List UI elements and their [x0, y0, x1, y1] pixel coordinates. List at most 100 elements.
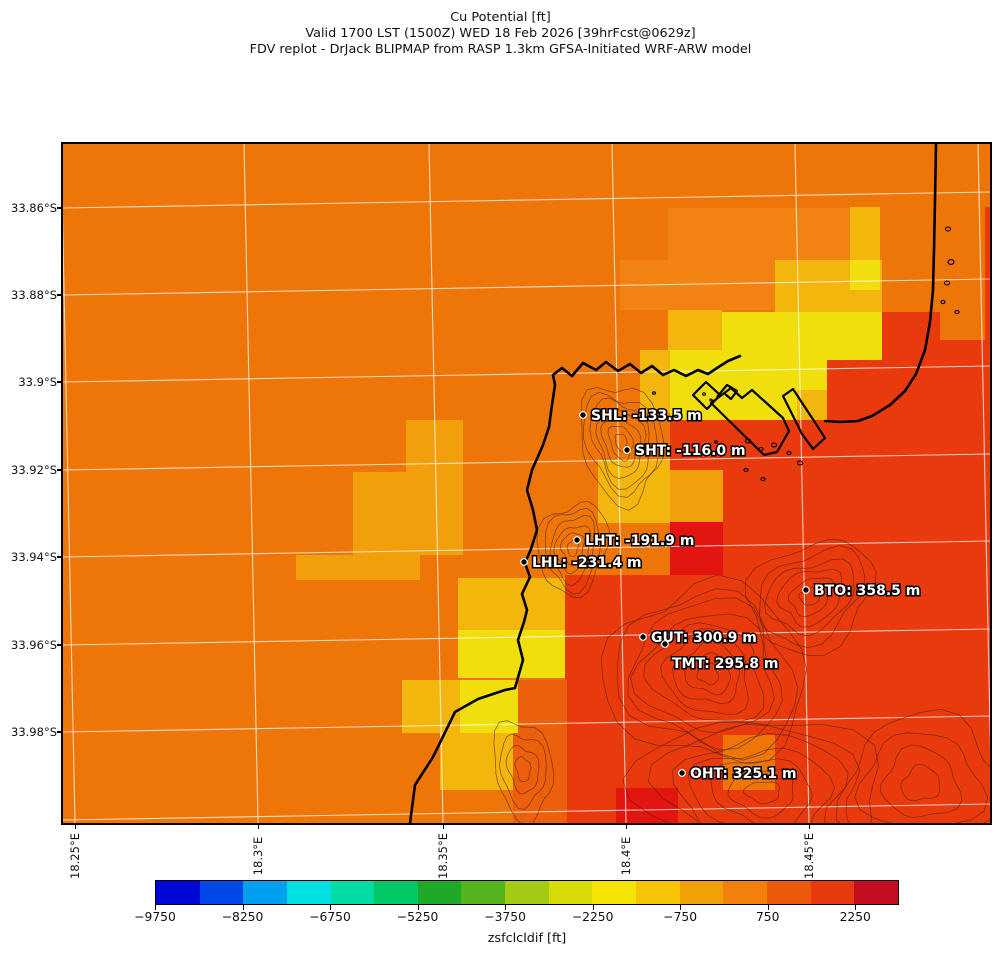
colorbar-segment	[330, 881, 375, 904]
islet-icon	[944, 226, 952, 232]
contour-family	[493, 720, 555, 823]
islet-icon	[770, 442, 778, 448]
contour-family	[745, 538, 877, 656]
colorbar-tick-mark	[330, 905, 332, 910]
islet-icon	[947, 259, 955, 265]
latitude-gridline	[63, 191, 990, 209]
y-tick-label: 33.94°S	[11, 550, 57, 564]
raster-tile	[850, 207, 880, 260]
contour-ring	[764, 558, 855, 637]
contour-ring	[600, 418, 642, 468]
contour-ring	[742, 781, 780, 805]
raster-tile	[296, 555, 420, 580]
contour-ring	[544, 507, 602, 595]
colorbar-segment	[723, 881, 767, 904]
contour-ring	[514, 756, 532, 783]
colorbar-segment	[505, 881, 549, 904]
colorbar-tick-label: 2250	[839, 910, 871, 924]
harbor-jetty-outline	[716, 383, 739, 401]
contour-ring	[648, 723, 861, 823]
station-marker-lht	[573, 536, 581, 544]
islet-icon	[651, 391, 657, 395]
longitude-gridline	[611, 144, 627, 823]
x-tick-mark	[626, 824, 628, 829]
islet-icon	[744, 438, 752, 444]
x-tick-mark	[75, 824, 77, 829]
contour-ring	[499, 733, 547, 810]
islet-icon	[954, 309, 960, 315]
colorbar-segment	[199, 881, 244, 904]
islet-icon	[940, 299, 946, 305]
grid-lines	[63, 144, 990, 823]
x-tick-label-text: 18.45°E	[802, 833, 816, 879]
x-tick-label-text: 18.35°E	[436, 833, 450, 879]
y-tick-mark	[57, 556, 62, 558]
contour-ring	[583, 391, 659, 498]
colorbar-segment	[243, 881, 287, 904]
raster-tiles	[296, 207, 990, 823]
station-label-gut: GUT: 300.9 m	[651, 630, 757, 646]
colorbar-segment	[592, 881, 637, 904]
colorbar-tick-label: −9750	[134, 910, 176, 924]
colorbar-segment	[548, 881, 593, 904]
contour-ring	[580, 387, 665, 511]
contour-ring	[505, 744, 540, 795]
station-marker-bto	[802, 586, 810, 594]
contour-lines	[493, 387, 990, 823]
colorbar-segment	[374, 881, 418, 904]
raster-tile	[723, 470, 990, 523]
longitude-gridline	[428, 144, 444, 823]
contour-ring	[607, 425, 635, 462]
colorbar-tick-label: −3750	[484, 910, 526, 924]
y-tick-label: 33.96°S	[11, 638, 57, 652]
contour-ring	[776, 568, 843, 628]
contour-ring	[787, 577, 835, 618]
longitude-gridline	[977, 144, 990, 753]
islet-icon	[743, 467, 749, 473]
x-tick-mark	[258, 824, 260, 829]
colorbar-tick-label: 750	[755, 910, 780, 924]
x-tick-mark	[443, 824, 445, 829]
harbor-breakwater-outline	[781, 387, 827, 451]
raster-tile	[565, 575, 990, 823]
raster-tile	[353, 472, 463, 555]
contour-ring	[553, 525, 591, 575]
colorbar-tick-label: −8250	[221, 910, 264, 924]
contour-ring	[727, 769, 794, 819]
x-tick-label: 18.25°E	[48, 828, 102, 884]
colorbar-segment	[854, 881, 898, 904]
colorbar-tick-mark	[505, 905, 507, 910]
contour-family	[836, 708, 990, 823]
colorbar	[155, 880, 899, 905]
latitude-gridline	[63, 278, 990, 296]
colorbar-tick-mark	[155, 905, 157, 910]
islet-icon	[713, 440, 719, 444]
x-tick-label-text: 18.25°E	[68, 833, 82, 879]
colorbar-tick-mark	[592, 905, 594, 910]
longitude-gridline	[794, 144, 810, 823]
contour-family	[536, 501, 611, 599]
latitude-gridline	[63, 628, 990, 646]
colorbar-tick-label: −6750	[309, 910, 351, 924]
station-label-shl: SHL: -133.5 m	[591, 408, 702, 424]
contour-ring	[880, 744, 963, 818]
latitude-gridline	[63, 453, 990, 471]
stations: SHL: -133.5 m SHT: -116.0 m LHT: -191.9 m L…	[520, 407, 922, 784]
contour-ring	[589, 397, 650, 490]
contour-ring	[595, 408, 647, 479]
contour-ring	[672, 639, 741, 704]
y-tick-mark	[57, 294, 62, 296]
raster-tile	[882, 340, 990, 420]
contour-ring	[493, 720, 555, 823]
raster-tile	[513, 680, 567, 823]
colorbar-tick-label: −5250	[396, 910, 439, 924]
coastline	[408, 144, 938, 823]
latitude-gridline	[63, 803, 990, 821]
y-tick-mark	[57, 207, 62, 209]
raster-tile	[985, 207, 990, 347]
raster-tile	[670, 470, 723, 522]
colorbar-segment	[156, 881, 200, 904]
contour-ring	[536, 501, 611, 599]
islet-icon	[701, 392, 707, 396]
